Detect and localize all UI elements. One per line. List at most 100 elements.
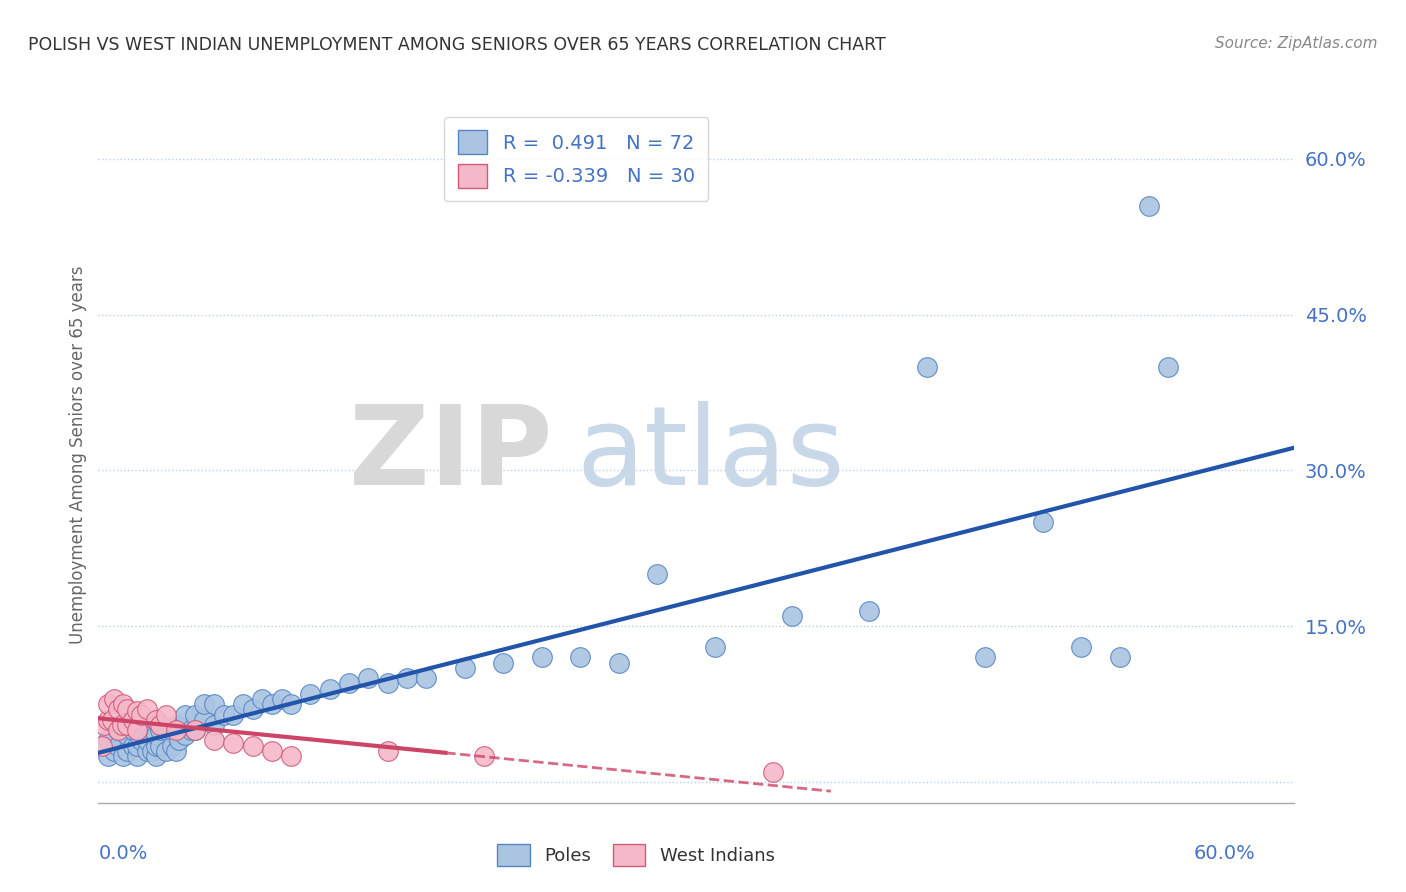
- Point: [117, 744, 139, 758]
- Point: [647, 567, 669, 582]
- Point: [110, 718, 132, 732]
- Point: [242, 702, 264, 716]
- Point: [202, 697, 225, 711]
- Text: POLISH VS WEST INDIAN UNEMPLOYMENT AMONG SENIORS OVER 65 YEARS CORRELATION CHART: POLISH VS WEST INDIAN UNEMPLOYMENT AMONG…: [28, 36, 886, 54]
- Point: [180, 723, 202, 738]
- Point: [472, 749, 495, 764]
- Y-axis label: Unemployment Among Seniors over 65 years: Unemployment Among Seniors over 65 years: [69, 266, 87, 644]
- Point: [165, 744, 187, 758]
- Point: [1070, 640, 1092, 654]
- Point: [125, 723, 148, 738]
- Point: [145, 728, 167, 742]
- Point: [145, 739, 167, 753]
- Point: [97, 697, 120, 711]
- Point: [762, 764, 785, 779]
- Point: [280, 697, 302, 711]
- Point: [280, 749, 302, 764]
- Point: [453, 661, 475, 675]
- Point: [357, 671, 380, 685]
- Point: [184, 723, 207, 738]
- Point: [1157, 359, 1180, 374]
- Point: [858, 604, 880, 618]
- Point: [260, 744, 283, 758]
- Point: [202, 718, 225, 732]
- Point: [125, 739, 148, 753]
- Point: [97, 733, 120, 747]
- Point: [135, 718, 157, 732]
- Text: ZIP: ZIP: [349, 401, 553, 508]
- Point: [704, 640, 727, 654]
- Point: [184, 707, 207, 722]
- Point: [97, 713, 120, 727]
- Point: [242, 739, 264, 753]
- Point: [193, 713, 215, 727]
- Point: [155, 707, 177, 722]
- Legend: Poles, West Indians: Poles, West Indians: [486, 833, 786, 877]
- Text: 60.0%: 60.0%: [1194, 845, 1256, 863]
- Point: [135, 702, 157, 716]
- Point: [222, 707, 245, 722]
- Point: [232, 697, 254, 711]
- Point: [169, 733, 191, 747]
- Point: [93, 718, 115, 732]
- Point: [160, 723, 183, 738]
- Point: [117, 728, 139, 742]
- Point: [91, 739, 114, 753]
- Point: [103, 744, 125, 758]
- Point: [202, 733, 225, 747]
- Point: [112, 697, 135, 711]
- Point: [145, 713, 167, 727]
- Point: [415, 671, 437, 685]
- Point: [101, 713, 124, 727]
- Point: [1109, 650, 1132, 665]
- Point: [299, 687, 322, 701]
- Text: 0.0%: 0.0%: [98, 845, 148, 863]
- Point: [1137, 199, 1160, 213]
- Point: [492, 656, 515, 670]
- Point: [184, 723, 207, 738]
- Point: [107, 723, 129, 738]
- Point: [174, 728, 197, 742]
- Point: [141, 728, 163, 742]
- Point: [530, 650, 553, 665]
- Point: [135, 733, 157, 747]
- Point: [117, 702, 139, 716]
- Point: [160, 739, 183, 753]
- Point: [569, 650, 592, 665]
- Point: [107, 702, 129, 716]
- Point: [165, 723, 187, 738]
- Point: [260, 697, 283, 711]
- Point: [103, 692, 125, 706]
- Point: [165, 718, 187, 732]
- Point: [122, 713, 145, 727]
- Point: [607, 656, 630, 670]
- Point: [155, 744, 177, 758]
- Point: [377, 676, 399, 690]
- Point: [141, 744, 163, 758]
- Point: [917, 359, 939, 374]
- Point: [112, 749, 135, 764]
- Point: [129, 733, 152, 747]
- Point: [252, 692, 274, 706]
- Point: [222, 735, 245, 749]
- Point: [1032, 516, 1054, 530]
- Point: [149, 723, 172, 738]
- Text: Source: ZipAtlas.com: Source: ZipAtlas.com: [1215, 36, 1378, 51]
- Text: atlas: atlas: [576, 401, 845, 508]
- Point: [270, 692, 292, 706]
- Point: [212, 707, 235, 722]
- Point: [97, 749, 120, 764]
- Point: [107, 723, 129, 738]
- Point: [149, 739, 172, 753]
- Point: [135, 744, 157, 758]
- Point: [122, 723, 145, 738]
- Point: [155, 723, 177, 738]
- Point: [337, 676, 360, 690]
- Point: [125, 705, 148, 719]
- Point: [149, 718, 172, 732]
- Point: [319, 681, 342, 696]
- Point: [174, 707, 197, 722]
- Point: [129, 707, 152, 722]
- Point: [145, 713, 167, 727]
- Point: [377, 744, 399, 758]
